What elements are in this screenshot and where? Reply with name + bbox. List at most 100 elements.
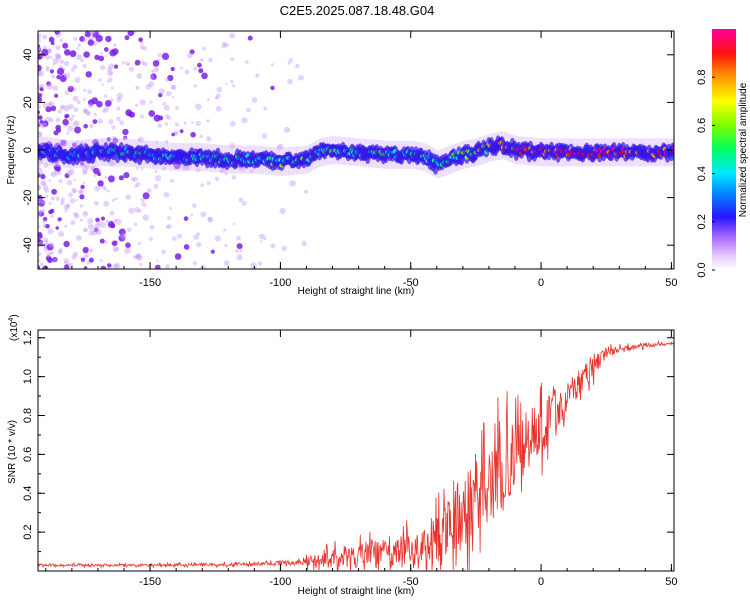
noise-speckle <box>118 234 126 242</box>
noise-speckle <box>263 236 267 241</box>
noise-speckle <box>69 198 76 204</box>
noise-speckle <box>148 81 155 88</box>
x-tick-label: 0 <box>538 576 544 588</box>
noise-speckle <box>116 247 120 251</box>
noise-speckle <box>53 258 57 262</box>
noise-speckle <box>230 79 234 84</box>
noise-speckle <box>199 134 203 139</box>
noise-speckle <box>198 68 204 74</box>
noise-speckle <box>50 208 55 214</box>
noise-speckle <box>66 180 73 186</box>
noise-speckle <box>40 180 46 186</box>
noise-speckle <box>84 228 87 232</box>
noise-speckle <box>86 111 91 116</box>
noise-speckle <box>200 183 204 188</box>
noise-speckle <box>216 86 223 93</box>
noise-speckle <box>64 260 68 264</box>
noise-speckle <box>50 214 54 218</box>
noise-speckle <box>82 63 87 69</box>
colorbar-tick-label: 0.0 <box>696 262 708 277</box>
noise-speckle <box>93 112 97 116</box>
noise-speckle <box>52 256 58 263</box>
noise-speckle <box>193 66 198 71</box>
noise-speckle <box>45 223 50 229</box>
noise-speckle <box>102 109 107 114</box>
noise-speckle <box>165 90 172 97</box>
noise-speckle <box>43 184 49 191</box>
noise-speckle <box>42 102 48 108</box>
noise-speckle <box>281 245 287 251</box>
noise-speckle <box>142 46 147 51</box>
noise-speckle <box>38 172 41 178</box>
noise-speckle <box>38 184 41 190</box>
colorbar-tick-label: 0.4 <box>696 166 708 181</box>
noise-speckle <box>283 126 291 133</box>
noise-speckle <box>270 85 275 91</box>
noise-speckle <box>49 69 55 74</box>
noise-speckle <box>158 92 163 98</box>
noise-speckle <box>172 236 177 242</box>
noise-speckle <box>79 188 85 194</box>
colorbar-tick-label: 0.2 <box>696 214 708 229</box>
noise-speckle <box>41 200 46 205</box>
noise-speckle <box>165 114 170 119</box>
noise-speckle <box>42 216 48 222</box>
noise-speckle <box>92 119 98 124</box>
noise-speckle <box>71 114 75 118</box>
noise-speckle <box>83 123 88 129</box>
noise-speckle <box>241 200 247 206</box>
noise-speckle <box>38 237 41 243</box>
noise-speckle <box>75 199 78 202</box>
noise-speckle <box>88 257 94 263</box>
snr-frame <box>37 329 675 572</box>
noise-speckle <box>89 249 93 253</box>
noise-speckle <box>162 101 166 106</box>
noise-speckle <box>56 75 61 80</box>
noise-speckle <box>79 194 85 200</box>
noise-speckle <box>238 197 244 203</box>
noise-speckle <box>119 120 125 126</box>
noise-speckle <box>279 207 286 215</box>
snr-series-line <box>38 340 674 571</box>
chart-title: C2E5.2025.087.18.48.G04 <box>280 3 435 18</box>
noise-speckle <box>82 211 89 218</box>
noise-speckle <box>54 53 61 59</box>
noise-speckle <box>69 86 72 89</box>
noise-speckle <box>166 224 172 229</box>
noise-speckle <box>122 136 128 141</box>
noise-speckle <box>38 46 42 53</box>
noise-speckle <box>224 82 228 86</box>
y-tick-label: 1.2 <box>22 330 34 345</box>
noise-speckle <box>135 103 139 108</box>
noise-speckle <box>112 48 119 55</box>
noise-speckle <box>223 170 226 173</box>
y-tick-label: 0 <box>22 147 34 153</box>
noise-speckle <box>59 59 65 64</box>
noise-speckle <box>167 74 174 82</box>
snr-ylabel: SNR (10 * v/v) <box>7 420 18 484</box>
noise-speckle <box>45 239 49 244</box>
noise-speckle <box>225 43 230 48</box>
noise-speckle <box>112 246 119 252</box>
noise-speckle <box>64 90 70 96</box>
noise-speckle <box>39 167 42 171</box>
noise-speckle <box>91 229 99 236</box>
noise-speckle <box>126 227 132 233</box>
noise-speckle <box>57 217 62 222</box>
noise-speckle <box>66 131 70 135</box>
noise-speckle <box>83 51 90 58</box>
noise-speckle <box>38 162 41 169</box>
noise-speckle <box>100 51 103 55</box>
noise-speckle <box>135 253 142 260</box>
noise-speckle <box>72 142 77 148</box>
noise-speckle <box>52 57 59 65</box>
noise-speckle <box>101 216 105 221</box>
noise-speckle <box>94 200 99 206</box>
noise-speckle <box>97 118 103 124</box>
noise-speckle <box>177 233 183 239</box>
noise-speckle <box>106 80 110 83</box>
noise-speckle <box>185 164 191 171</box>
noise-speckle <box>276 145 282 151</box>
noise-speckle <box>142 192 150 200</box>
